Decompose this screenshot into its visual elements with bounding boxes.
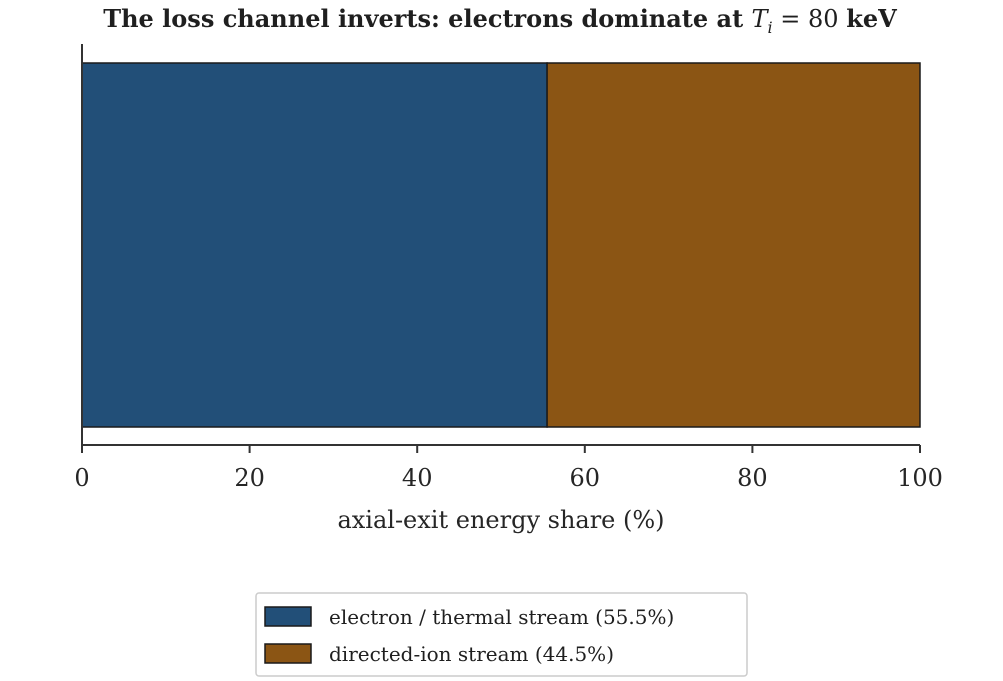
legend-frame [255,592,748,677]
chart-title: The loss channel inverts: electrons domi… [103,4,897,37]
chart-title-prefix: The loss channel inverts: electrons domi… [103,4,751,33]
legend-swatch-electron [264,606,312,627]
legend: electron / thermal stream (55.5%) direct… [255,592,748,677]
chart-title-equals: = 80 [773,5,847,33]
x-tick-label: 0 [74,464,89,492]
x-axis-ticks: 0 20 40 60 80 100 [74,445,943,492]
x-tick-label: 100 [897,464,943,492]
x-tick-label: 40 [402,464,433,492]
legend-label-directed-ion: directed-ion stream (44.5%) [329,642,614,666]
bar-segment-directed-ion [546,62,921,428]
x-tick-label: 60 [570,464,601,492]
bar-group [81,62,921,428]
chart-title-subscript: i [768,18,773,37]
bar-segment-electron [81,62,548,428]
x-tick-label: 80 [737,464,768,492]
chart-title-variable: T [752,5,770,33]
x-axis-label: axial-exit energy share (%) [337,506,664,534]
chart-title-suffix: keV [846,4,897,33]
x-tick-label: 20 [234,464,265,492]
legend-label-electron: electron / thermal stream (55.5%) [329,605,674,629]
legend-swatch-directed-ion [264,643,312,664]
